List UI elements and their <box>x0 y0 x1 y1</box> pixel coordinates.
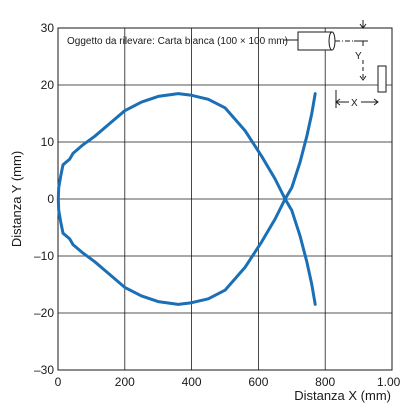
y-tick-label: 20 <box>41 78 55 92</box>
y-arrowhead-bottom <box>359 75 367 81</box>
y-tick-label: –20 <box>34 306 54 320</box>
x-arrowhead-left <box>335 98 341 106</box>
x-tick-label: 400 <box>182 375 202 389</box>
annotation-text: Oggetto da rilevare: Carta bianca (100 ×… <box>67 36 288 47</box>
diagram-label-y: Y <box>355 51 362 62</box>
y-tick-label: 0 <box>47 192 54 206</box>
target-paper-icon <box>377 65 387 93</box>
y-tick-label: –30 <box>34 363 54 377</box>
diagram-label-x: X <box>351 98 358 109</box>
detection-diagram <box>284 20 387 108</box>
y-tick-label: 30 <box>41 21 55 35</box>
x-tick-label: 200 <box>115 375 135 389</box>
grid-lines <box>57 27 393 371</box>
x-tick-label: 0 <box>55 375 62 389</box>
y-tick-label: 10 <box>41 135 55 149</box>
sensor-icon <box>297 31 362 51</box>
x-axis-title: Distanza X (mm) <box>294 388 391 403</box>
x-arrowhead-right <box>373 98 379 106</box>
tick-labels: 0 200 400 600 800 1.000 –30 –20 –10 0 10 20 30 <box>34 21 400 389</box>
series-lines <box>56 92 317 306</box>
x-tick-label: 1.000 <box>377 375 400 389</box>
y-tick-label: –10 <box>34 249 54 263</box>
y-axis-title: Distanza Y (mm) <box>9 151 24 247</box>
y-arrowhead-top <box>359 23 367 29</box>
x-tick-label: 800 <box>315 375 335 389</box>
series-line <box>56 92 317 306</box>
x-tick-label: 600 <box>248 375 268 389</box>
